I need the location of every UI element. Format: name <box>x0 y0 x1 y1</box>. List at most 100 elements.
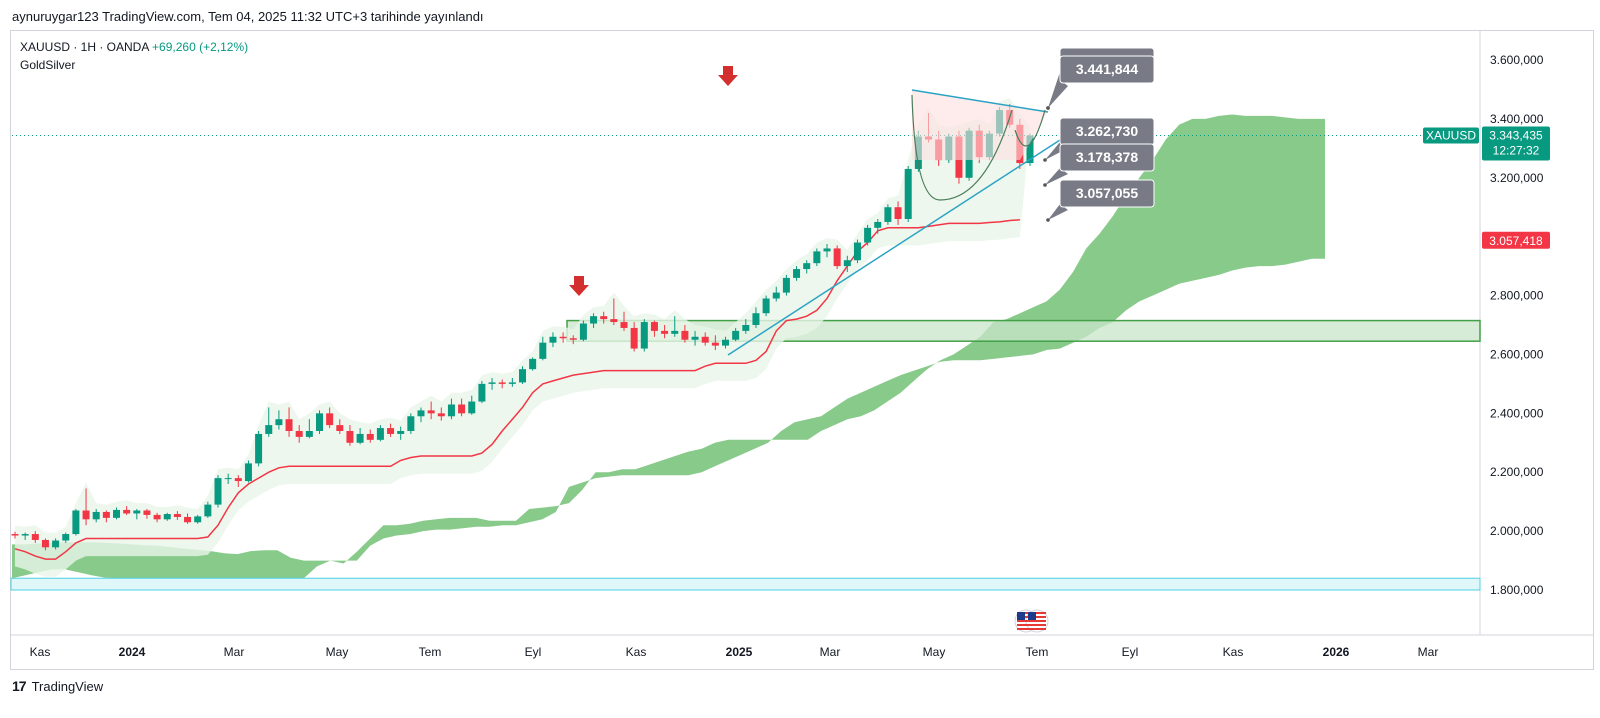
drawings[interactable] <box>12 66 1480 356</box>
candle-body <box>874 221 882 228</box>
candle-body <box>224 478 232 480</box>
callout-pointer <box>1045 168 1068 185</box>
callout-label: 3.441,844 <box>1076 61 1138 77</box>
flag-canton <box>1017 612 1025 620</box>
candle-body <box>539 342 547 359</box>
candle-body <box>630 327 638 349</box>
candle-body <box>437 413 445 417</box>
events-layer[interactable] <box>1014 609 1049 633</box>
x-tick-label: Eyl <box>525 645 542 659</box>
x-tick-label: Mar <box>820 645 841 659</box>
x-tick-label: May <box>326 645 349 659</box>
callout-label: 3.262,730 <box>1076 123 1138 139</box>
candle-body <box>244 463 252 482</box>
candle-body <box>52 540 60 548</box>
current-price-tag <box>1482 126 1550 161</box>
candle-body <box>82 510 90 520</box>
candle-body <box>123 509 131 514</box>
candle-body <box>813 251 821 264</box>
candle-body <box>184 516 192 523</box>
down-arrow-icon <box>569 276 589 296</box>
candle-body <box>843 260 851 267</box>
candle-body <box>864 227 872 243</box>
y-tick-label: 3.200,000 <box>1490 171 1544 185</box>
x-tick-label: Tem <box>1026 645 1049 659</box>
candle-body <box>701 336 709 343</box>
x-tick-label: Kas <box>30 645 51 659</box>
y-axis-layer: 3.600,0003.400,0003.200,0003.000,0002.80… <box>11 31 1593 636</box>
y-tick-label: 2.400,000 <box>1490 406 1544 420</box>
ichimoku-cloud <box>12 114 1325 579</box>
candle-body <box>691 336 699 340</box>
candle-body <box>661 330 669 334</box>
flag-stripe <box>1028 616 1046 618</box>
down-arrow-icon <box>718 66 738 86</box>
candle-body <box>853 242 861 261</box>
candle-body <box>234 478 242 482</box>
callout-pointer <box>1048 204 1068 220</box>
flag-stripe <box>1028 628 1046 630</box>
chart-frame[interactable] <box>10 30 1594 670</box>
candle-body <box>600 316 608 320</box>
candle-body <box>772 292 780 299</box>
candle-body <box>610 319 618 323</box>
candle-body <box>92 511 100 520</box>
channel-shading <box>15 98 1030 577</box>
candle-body <box>1026 135 1034 164</box>
candle-body <box>153 514 161 520</box>
price-callouts[interactable]: 3.500,8323.441,8443.262,7303.178,3783.05… <box>1043 47 1155 222</box>
candle-body <box>102 511 110 518</box>
candle-body <box>11 534 19 536</box>
candle-body <box>447 404 455 417</box>
candle-body <box>31 534 39 540</box>
candle-body <box>732 330 740 340</box>
indicator-legend[interactable]: GoldSilver <box>20 58 76 72</box>
candle-body <box>316 413 323 431</box>
candle-body <box>640 322 648 349</box>
flag-stripe <box>1017 620 1035 622</box>
callout-anchor <box>1043 158 1047 162</box>
tradingview-mark-icon: 17 <box>12 678 27 694</box>
callout-pointer <box>1048 80 1068 108</box>
candle-body <box>397 431 405 434</box>
candle-body <box>387 428 395 434</box>
candle-body <box>468 401 476 414</box>
candle-body <box>346 431 354 443</box>
candle-body <box>305 431 313 437</box>
candle-body <box>529 358 537 370</box>
candle-body <box>803 263 811 270</box>
candle-body <box>793 269 801 278</box>
candle-body <box>823 248 831 252</box>
callout-anchor <box>1046 106 1050 110</box>
candle-body <box>326 413 334 426</box>
callout-anchor <box>1046 218 1050 222</box>
x-tick-label: 2026 <box>1323 645 1350 659</box>
candle-body <box>366 433 374 440</box>
candle-body <box>549 336 557 343</box>
symbol-tag-label: XAUUSD <box>1426 129 1476 143</box>
symbol-legend[interactable]: XAUUSD · 1H · OANDA +69,260 (+2,12%) <box>20 40 248 54</box>
tradingview-logo[interactable]: 17 TradingView <box>12 678 103 694</box>
countdown-label: 12:27:32 <box>1493 144 1540 158</box>
candle-body <box>711 342 719 346</box>
baseline-price-label: 3.057,418 <box>1489 234 1543 248</box>
x-tick-label: Mar <box>224 645 245 659</box>
callout-box <box>1059 143 1155 172</box>
x-tick-label: 2024 <box>119 645 146 659</box>
callout-anchor <box>1043 183 1047 187</box>
candle-body <box>742 325 750 331</box>
candle-body <box>519 369 526 383</box>
price-change: +69,260 (+2,12%) <box>152 40 249 54</box>
flag-stripe <box>1028 612 1046 614</box>
candle-body <box>143 510 151 515</box>
callout-box <box>1059 55 1155 84</box>
candle-body <box>498 382 506 384</box>
flag-stripe <box>1017 612 1035 614</box>
candle-body <box>336 425 344 431</box>
candle-body <box>21 534 29 536</box>
candle-body <box>894 207 902 219</box>
flag-stripe <box>1028 620 1046 622</box>
candle-body <box>579 323 587 340</box>
candle-body <box>356 433 364 443</box>
